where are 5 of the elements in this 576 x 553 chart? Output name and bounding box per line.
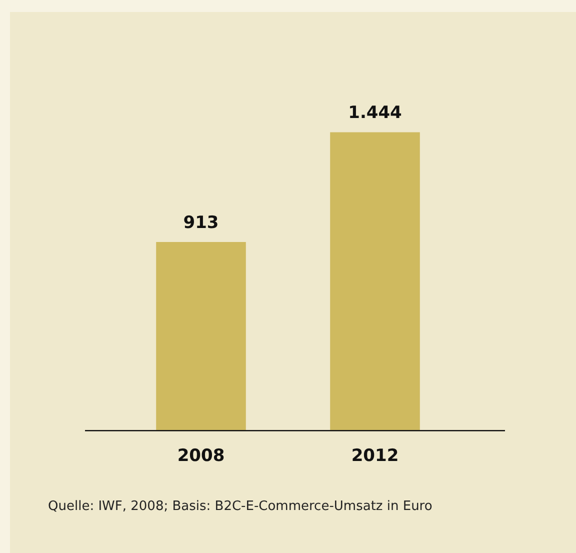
data-label: 913 [183,212,219,233]
data-label: 1.444 [348,103,402,124]
x-tick-label: 2008 [177,446,225,466]
x-tick-label: 2012 [351,446,399,466]
source-note: Quelle: IWF, 2008; Basis: B2C-E-Commerce-Umsatz in Euro [48,498,434,516]
